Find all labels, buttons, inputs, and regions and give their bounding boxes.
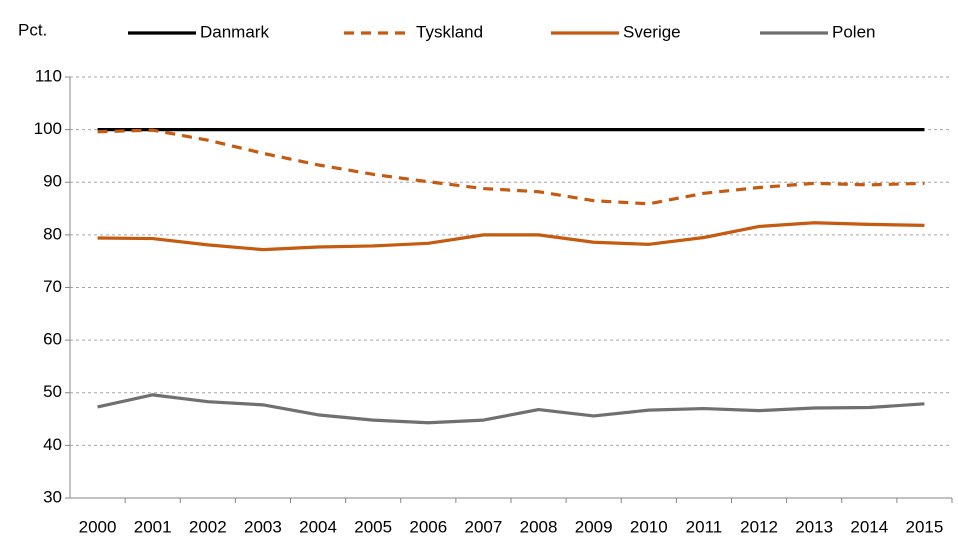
x-tick-label: 2006	[409, 517, 447, 536]
x-tick-label: 2009	[575, 517, 613, 536]
y-tick-label: 60	[43, 330, 62, 349]
legend-label: Polen	[832, 22, 875, 41]
y-tick-label: 80	[43, 224, 62, 243]
x-tick-label: 2001	[134, 517, 172, 536]
x-tick-label: 2002	[189, 517, 227, 536]
x-tick-label: 2000	[79, 517, 117, 536]
x-tick-label: 2007	[465, 517, 503, 536]
series-line	[97, 128, 925, 206]
y-tick-label: 90	[43, 172, 62, 191]
x-tick-label: 2010	[630, 517, 668, 536]
series-line	[97, 221, 925, 252]
y-tick-label: 70	[43, 277, 62, 296]
y-tick-label: 50	[43, 382, 62, 401]
x-tick-label: 2008	[520, 517, 558, 536]
y-tick-label: 100	[34, 119, 62, 138]
x-tick-label: 2011	[686, 517, 723, 536]
y-tick-label: 110	[35, 66, 62, 85]
x-tick-label: 2005	[354, 517, 392, 536]
x-tick-label: 2004	[299, 517, 337, 536]
x-tick-label: 2013	[795, 517, 833, 536]
y-tick-label: 30	[43, 487, 62, 506]
y-tick-label: 40	[43, 435, 62, 454]
x-tick-label: 2015	[906, 517, 944, 536]
x-tick-label: 2003	[244, 517, 282, 536]
legend-label: Sverige	[623, 22, 681, 41]
y-axis-label: Pct.	[18, 20, 47, 39]
legend-label: Tyskland	[416, 22, 483, 41]
legend-label: Danmark	[200, 22, 269, 41]
series-line	[97, 393, 925, 425]
x-tick-label: 2014	[850, 517, 888, 536]
x-tick-label: 2012	[740, 517, 778, 536]
